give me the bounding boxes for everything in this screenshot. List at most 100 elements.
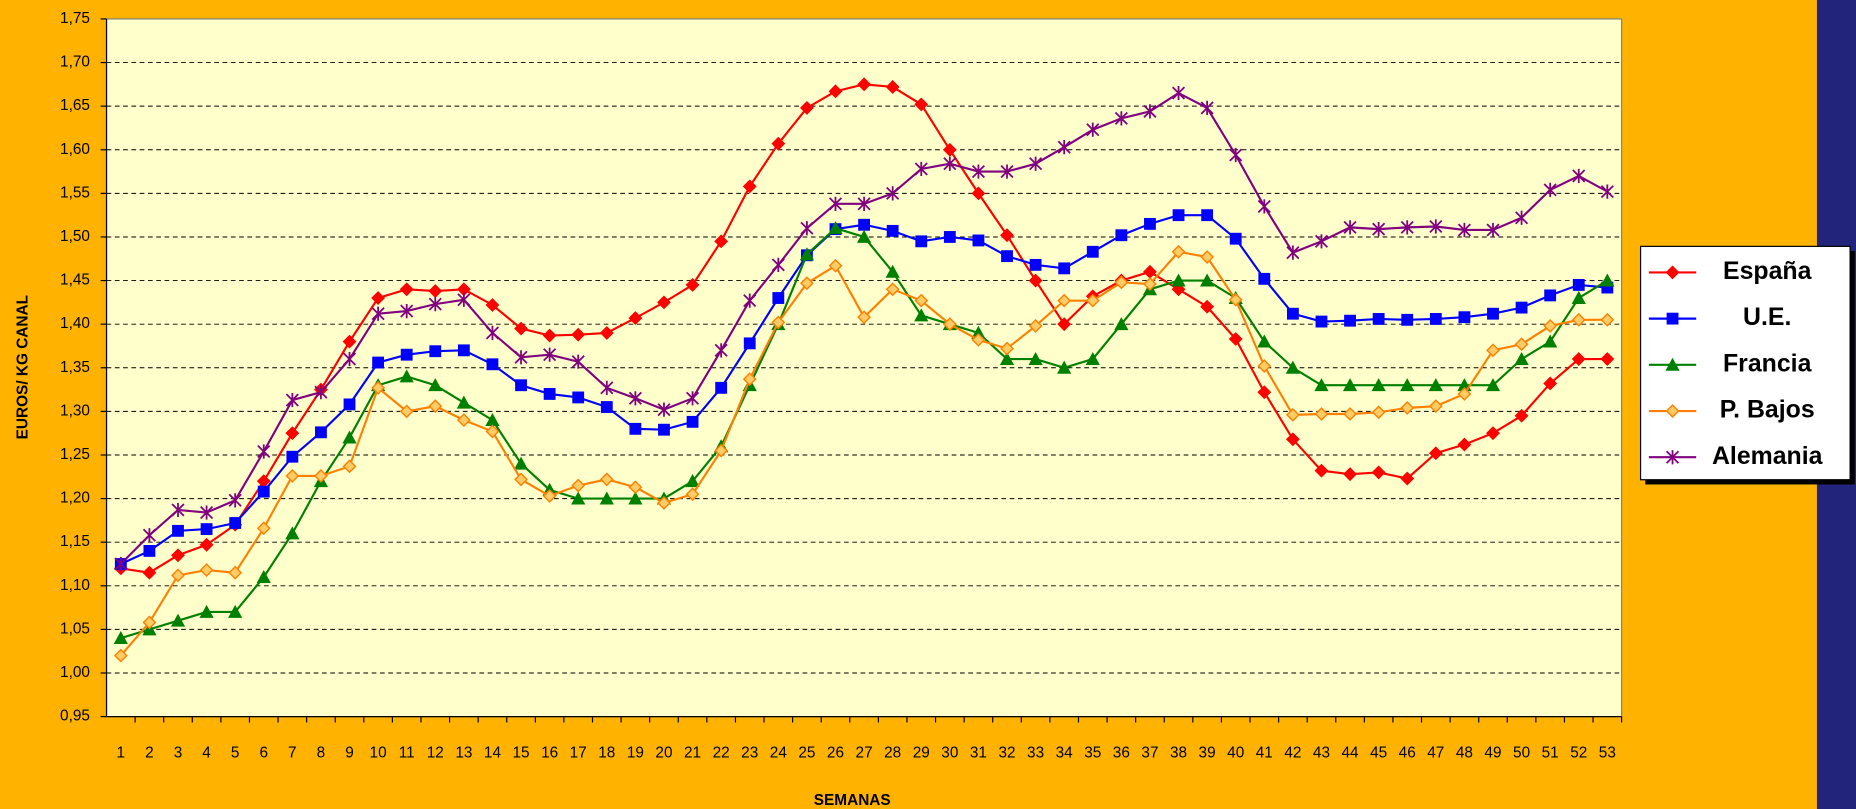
marker xyxy=(600,380,614,395)
x-tick-label: 6 xyxy=(259,744,268,761)
marker xyxy=(1514,408,1529,423)
marker xyxy=(1342,378,1358,392)
marker xyxy=(1285,432,1300,447)
x-tick-label: 39 xyxy=(1199,744,1216,761)
marker xyxy=(1515,301,1528,314)
marker xyxy=(1485,378,1501,392)
marker xyxy=(1171,85,1186,101)
marker xyxy=(1257,359,1272,373)
marker xyxy=(314,468,328,483)
marker xyxy=(1429,219,1443,234)
x-tick-label: 43 xyxy=(1313,744,1330,761)
marker xyxy=(428,297,442,312)
marker xyxy=(1000,164,1014,179)
marker xyxy=(171,568,185,583)
marker xyxy=(799,247,815,261)
marker xyxy=(999,351,1015,365)
marker xyxy=(1001,250,1013,263)
marker xyxy=(285,392,299,408)
marker xyxy=(572,391,585,404)
x-tick-label: 44 xyxy=(1342,744,1360,761)
marker xyxy=(1514,351,1529,365)
y-tick-label: 1,40 xyxy=(60,315,90,332)
marker xyxy=(571,354,585,369)
marker xyxy=(858,218,870,231)
marker xyxy=(1029,258,1042,271)
marker xyxy=(228,565,243,580)
marker xyxy=(1371,465,1386,480)
marker xyxy=(1371,378,1386,392)
marker xyxy=(1057,293,1072,308)
y-tick-label: 1,45 xyxy=(60,272,90,289)
x-tick-label: 49 xyxy=(1484,744,1501,761)
marker xyxy=(571,478,586,493)
x-tick-label: 14 xyxy=(484,744,502,761)
x-tick-label: 41 xyxy=(1256,744,1273,761)
x-tick-label: 2 xyxy=(145,744,154,761)
marker xyxy=(1028,273,1043,288)
x-tick-label: 30 xyxy=(941,744,958,761)
marker xyxy=(1029,156,1043,171)
marker xyxy=(1486,426,1500,441)
x-tick-label: 45 xyxy=(1370,744,1387,761)
legend xyxy=(1639,245,1851,481)
marker xyxy=(799,100,814,115)
x-tick-label: 26 xyxy=(827,744,844,761)
x-tick-label: 35 xyxy=(1084,744,1101,761)
x-tick-label: 29 xyxy=(913,744,930,761)
marker xyxy=(372,356,385,369)
x-tick-label: 1 xyxy=(117,744,126,761)
x-tick-label: 51 xyxy=(1542,744,1559,761)
marker xyxy=(1457,387,1472,401)
marker xyxy=(171,502,185,518)
x-tick-label: 47 xyxy=(1427,744,1444,761)
x-tick-label: 15 xyxy=(512,744,529,761)
marker xyxy=(514,472,528,487)
marker xyxy=(1486,222,1500,238)
marker xyxy=(1201,209,1214,222)
y-tick-label: 1,00 xyxy=(60,664,90,681)
y-tick-label: 1,55 xyxy=(60,184,90,201)
marker xyxy=(514,321,528,336)
marker xyxy=(485,412,500,427)
x-tick-label: 13 xyxy=(455,744,472,761)
marker xyxy=(1429,313,1442,325)
marker xyxy=(1600,312,1615,327)
marker xyxy=(1085,293,1100,308)
x-tick-label: 3 xyxy=(174,744,183,761)
x-tick-label: 36 xyxy=(1113,744,1130,761)
marker xyxy=(1372,313,1385,325)
marker xyxy=(1028,351,1043,365)
marker xyxy=(285,468,300,483)
marker xyxy=(1286,307,1299,320)
marker xyxy=(1372,222,1386,237)
x-tick-label: 12 xyxy=(427,744,444,761)
y-tick-label: 1,75 xyxy=(60,10,90,27)
marker xyxy=(857,196,871,211)
legend-label: España xyxy=(1723,257,1812,285)
marker xyxy=(1543,376,1558,391)
marker xyxy=(743,337,756,350)
marker xyxy=(1572,279,1585,291)
marker xyxy=(1229,147,1243,163)
marker xyxy=(428,378,443,392)
y-tick-label: 1,20 xyxy=(60,490,90,507)
marker xyxy=(343,398,356,411)
marker xyxy=(1315,315,1328,328)
marker xyxy=(714,234,729,249)
marker xyxy=(199,604,214,618)
x-tick-label: 42 xyxy=(1284,744,1301,761)
marker xyxy=(1229,232,1242,245)
legend-label: U.E. xyxy=(1743,303,1791,331)
marker xyxy=(828,258,843,273)
marker xyxy=(229,517,242,529)
marker xyxy=(1458,311,1471,324)
x-tick-label: 7 xyxy=(288,744,297,761)
marker xyxy=(399,369,414,383)
marker xyxy=(428,399,443,414)
marker xyxy=(599,491,614,505)
x-tick-label: 53 xyxy=(1599,744,1616,761)
marker xyxy=(1057,140,1071,155)
y-tick-label: 1,05 xyxy=(60,620,90,637)
